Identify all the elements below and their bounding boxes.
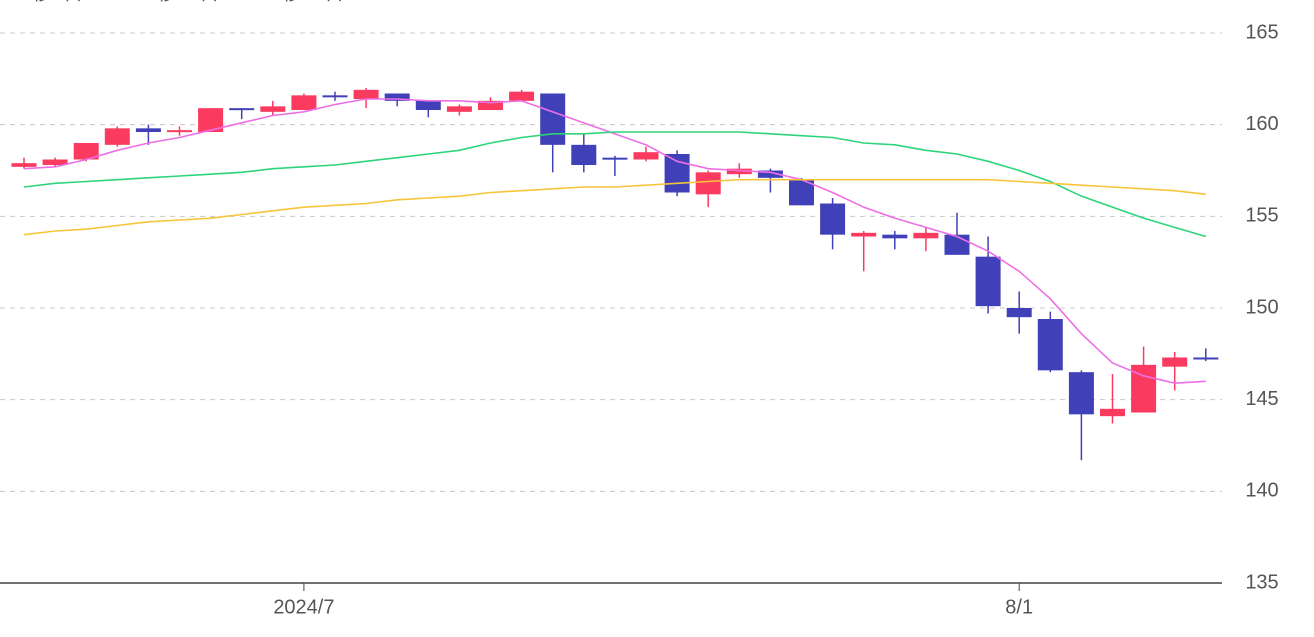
candle-body xyxy=(291,95,317,110)
y-tick-label: 150 xyxy=(1245,296,1278,318)
candle-body xyxy=(384,93,410,101)
ma-line xyxy=(23,98,1206,384)
y-tick-label: 165 xyxy=(1245,21,1278,43)
candle-body xyxy=(540,93,566,145)
candle-body xyxy=(1006,308,1032,318)
candle-body xyxy=(1037,319,1063,371)
candle-body xyxy=(1193,357,1219,360)
legend-label: 移75日 xyxy=(282,0,344,4)
candle-body xyxy=(353,89,379,99)
y-tick-label: 160 xyxy=(1245,113,1278,135)
y-tick-label: 155 xyxy=(1245,205,1278,227)
candle-body xyxy=(633,152,659,160)
candle-body xyxy=(322,95,348,98)
candle-body xyxy=(851,232,877,237)
candle-body xyxy=(478,100,503,110)
candle-body xyxy=(415,100,441,110)
candle-body xyxy=(198,108,224,132)
candle-body xyxy=(104,128,130,145)
ma-line xyxy=(23,178,1206,236)
candle-body xyxy=(135,128,161,132)
candle-body xyxy=(11,163,37,167)
y-tick-label: 135 xyxy=(1245,571,1278,593)
candle-body xyxy=(944,234,970,255)
x-tick-label: 8/1 xyxy=(1005,596,1033,618)
candle-body xyxy=(73,143,99,160)
candle-body xyxy=(913,232,939,239)
candle-body xyxy=(571,144,597,165)
candle-body xyxy=(726,168,752,175)
candle-body xyxy=(664,154,690,193)
candle-body xyxy=(695,172,721,195)
candle-body xyxy=(167,130,192,133)
candle-body xyxy=(1100,408,1125,417)
y-tick-label: 140 xyxy=(1245,480,1278,502)
candle-body xyxy=(882,234,908,239)
candle-body xyxy=(509,91,535,101)
candle-body xyxy=(229,108,255,111)
candle-body xyxy=(757,170,783,178)
legend-label: 移25日 xyxy=(157,0,219,4)
legend-label: 移5日 xyxy=(32,0,83,4)
candle-body xyxy=(1068,372,1094,415)
candle-body xyxy=(975,256,1001,307)
candle-body xyxy=(820,203,846,235)
candle-body xyxy=(1162,357,1188,367)
candle-body xyxy=(446,106,472,112)
candle-body xyxy=(260,106,286,112)
ma-line xyxy=(23,131,1207,238)
candle-body xyxy=(602,157,628,160)
candle-body xyxy=(42,159,68,165)
x-tick-label: 2024/7 xyxy=(273,596,334,618)
y-tick-label: 145 xyxy=(1245,388,1278,410)
